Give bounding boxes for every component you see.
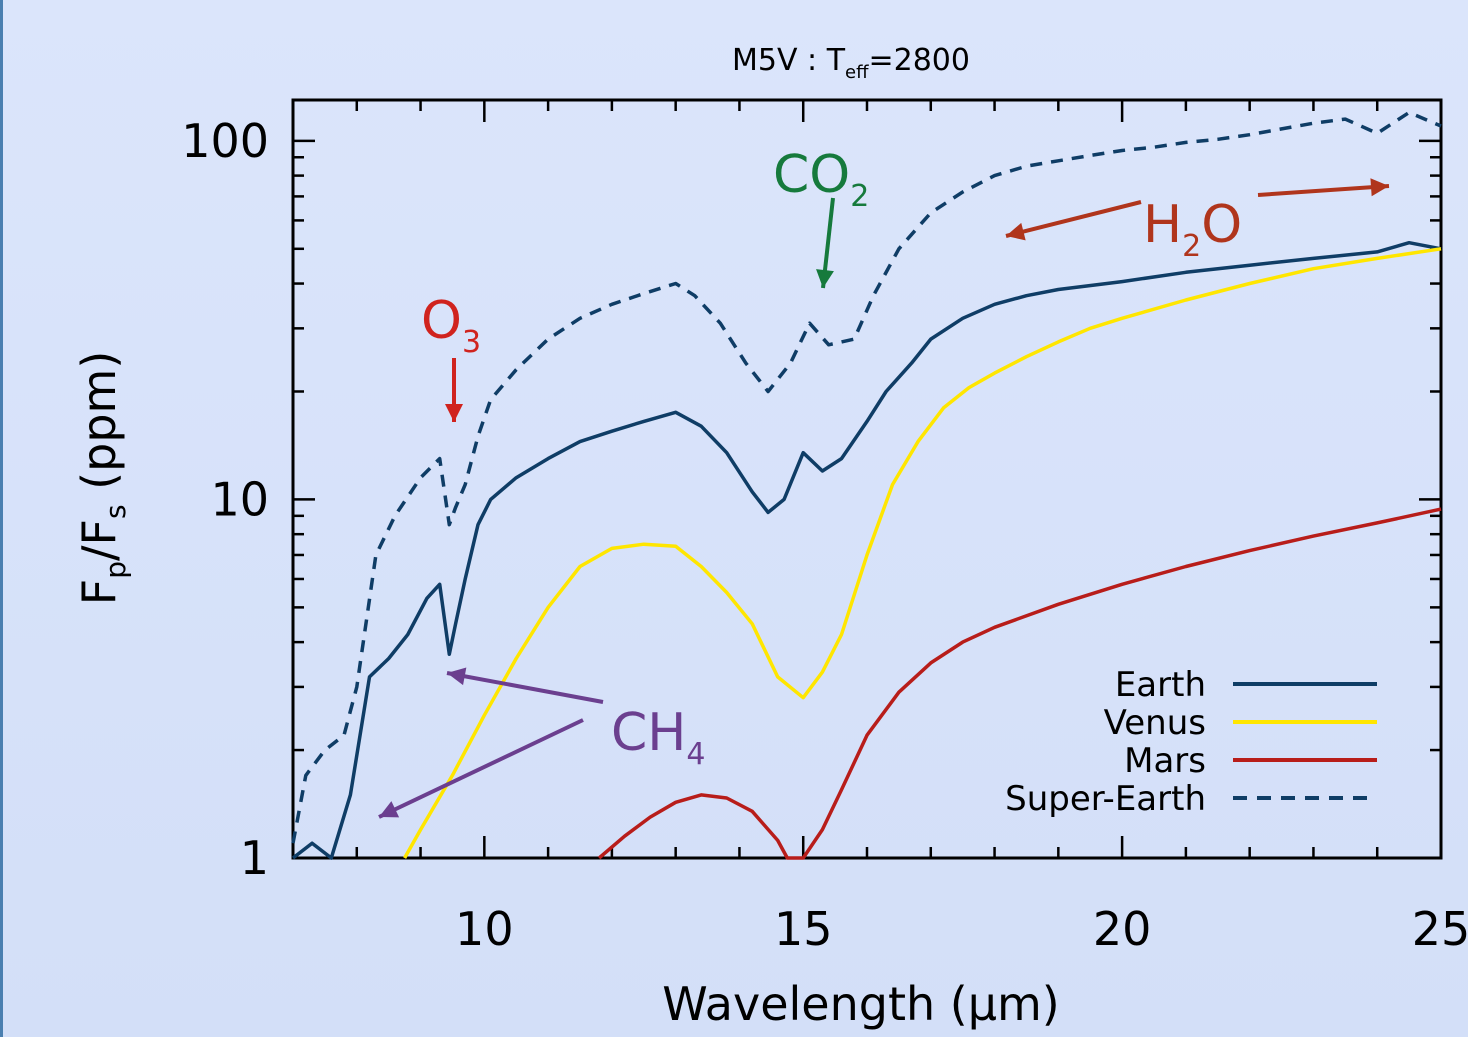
x-tick-label: 20 <box>1093 902 1152 956</box>
chart-svg: M5V : Teff=2800 Wavelength (μm) Fp/Fs (p… <box>72 43 1468 1031</box>
annotation-ch4-arrow-upper-shaft <box>446 671 604 704</box>
series-line-venus <box>403 247 1442 859</box>
annotation-h2o-label: H2O <box>1143 195 1242 264</box>
annotation-co2-label: CO2 <box>773 145 869 214</box>
x-tick-label: 15 <box>774 902 833 956</box>
x-tick-label: 25 <box>1412 902 1468 956</box>
series-line-earth <box>291 240 1442 860</box>
series-line-mars <box>597 507 1442 860</box>
legend-label: Venus <box>1104 703 1206 743</box>
annotation-o3-arrow-head <box>445 404 463 422</box>
annotation-ch4-arrow-upper-head <box>447 667 467 686</box>
annotation-co2-arrow-head <box>816 269 834 288</box>
annotation-h2o-arrow-right-shaft <box>1257 184 1390 197</box>
y-tick-label: 1 <box>240 831 269 885</box>
x-tick-label: 10 <box>455 902 514 956</box>
x-axis-label: Wavelength (μm) <box>662 977 1059 1031</box>
legend-label: Earth <box>1115 665 1206 705</box>
annotation-ch4-arrow-lower-head <box>379 801 400 818</box>
annotation-h2o-arrow-left-head <box>1006 222 1026 241</box>
annotation-ch4-arrow-lower-shaft <box>378 718 584 819</box>
chart-title: M5V : Teff=2800 <box>732 43 970 83</box>
annotation-h2o-arrow-right-head <box>1370 178 1389 197</box>
legend-label: Super-Earth <box>1005 779 1206 819</box>
axis-ticks: 10 15 20 25 1 10 100 <box>181 100 1468 956</box>
annotations: CO2 H2O O3 CH4 <box>378 145 1390 819</box>
series-line-super-earth <box>291 110 1442 844</box>
legend-label: Mars <box>1124 741 1206 781</box>
y-tick-label: 100 <box>181 114 269 168</box>
y-axis-label: Fp/Fs (ppm) <box>72 351 132 606</box>
annotation-h2o-arrow-left-shaft <box>1005 200 1142 238</box>
y-tick-label: 10 <box>210 472 269 526</box>
annotation-o3-label: O3 <box>421 291 481 360</box>
annotation-ch4-label: CH4 <box>611 703 706 772</box>
series-group <box>291 110 1442 860</box>
